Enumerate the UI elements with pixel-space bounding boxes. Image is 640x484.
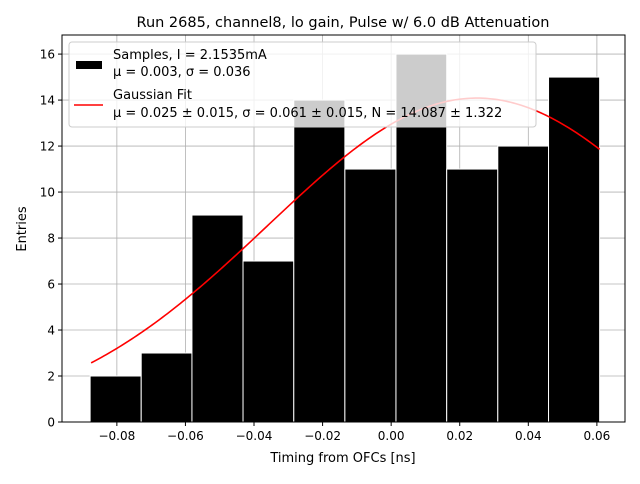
- x-tick-label: −0.06: [167, 429, 204, 443]
- legend-frame: [68, 41, 537, 128]
- y-tick-label: 0: [47, 416, 55, 430]
- histogram-bar: [344, 168, 397, 423]
- x-tick-label: −0.08: [98, 429, 135, 443]
- y-tick-label: 6: [47, 278, 55, 292]
- y-axis-label: Entries: [15, 206, 30, 252]
- ticks: −0.08 −0.06 −0.04 −0.02 0.00 0.02 0.04 0.06 0 2 4 6…: [40, 48, 611, 443]
- y-tick-label: 12: [40, 140, 55, 154]
- histogram-bar: [446, 168, 499, 423]
- x-axis-label: Timing from OFCs [ns]: [269, 451, 415, 466]
- legend-samples-swatch: [76, 61, 102, 69]
- x-tick-label: 0.00: [378, 429, 405, 443]
- histogram-bar: [191, 214, 244, 423]
- x-tick-label: 0.02: [446, 429, 473, 443]
- x-tick-label: 0.04: [515, 429, 542, 443]
- x-tick-label: 0.06: [584, 429, 611, 443]
- y-tick-label: 10: [40, 186, 55, 200]
- y-tick-label: 8: [47, 232, 55, 246]
- chart-title: Run 2685, channel8, lo gain, Pulse w/ 6.…: [137, 15, 550, 31]
- histogram-bar: [548, 76, 601, 423]
- histogram-bar: [140, 352, 193, 423]
- y-tick-label: 2: [47, 370, 55, 384]
- legend: Samples, I = 2.1535mA μ = 0.003, σ = 0.0…: [68, 41, 537, 128]
- y-tick-label: 4: [47, 324, 55, 338]
- x-tick-label: −0.02: [304, 429, 341, 443]
- x-tick-label: −0.04: [236, 429, 273, 443]
- legend-samples-label: Samples, I = 2.1535mA: [113, 48, 267, 63]
- legend-fit-stats: μ = 0.025 ± 0.015, σ = 0.061 ± 0.015, N …: [113, 106, 502, 121]
- plot-frame: [61, 34, 626, 423]
- histogram-bar: [242, 260, 295, 423]
- histogram-bar: [293, 99, 346, 423]
- histogram-bar: [497, 145, 550, 423]
- y-tick-label: 14: [40, 94, 55, 108]
- bars: [89, 53, 601, 423]
- legend-samples-stats: μ = 0.003, σ = 0.036: [113, 65, 251, 80]
- histogram-bar: [89, 375, 142, 423]
- y-tick-label: 16: [40, 48, 55, 62]
- legend-fit-label: Gaussian Fit: [113, 88, 192, 103]
